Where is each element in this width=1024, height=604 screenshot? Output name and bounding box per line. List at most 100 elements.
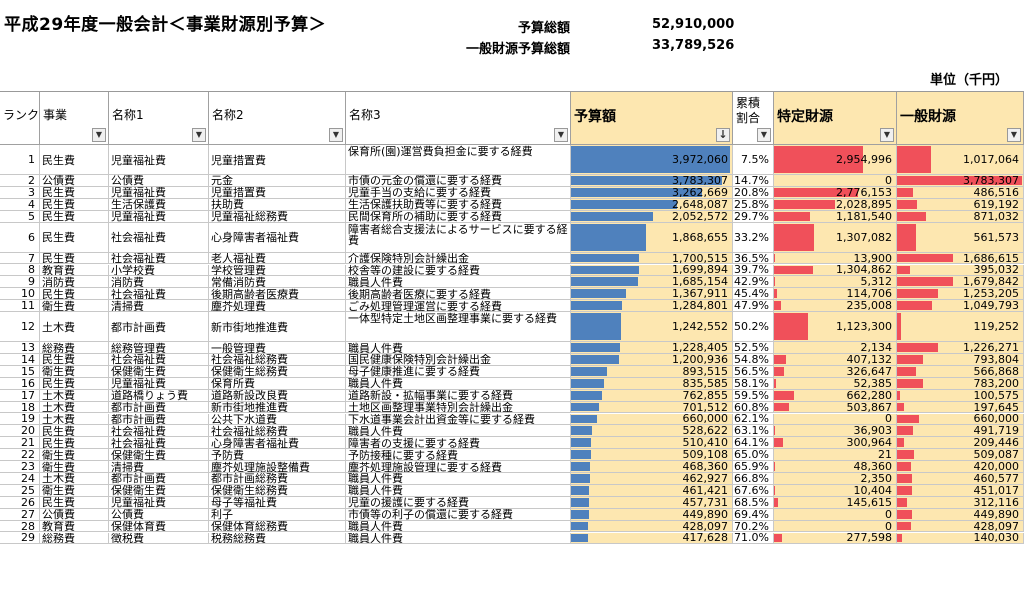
cell-name3[interactable]: 市債等の利子の償還に要する経費 (346, 508, 571, 521)
cell-general-fund[interactable]: 460,577 (897, 473, 1024, 485)
cell-name3[interactable]: 職員人件費 (346, 473, 571, 485)
cell-specific-fund[interactable]: 145,615 (774, 496, 897, 509)
cell-name2[interactable]: 児童措置費 (209, 145, 346, 175)
cell-name1[interactable]: 保健衛生費 (109, 484, 209, 497)
cell-general-fund[interactable]: 197,645 (897, 401, 1024, 414)
cell-name3[interactable]: 職員人件費 (346, 425, 571, 438)
cell-rank[interactable]: 12 (0, 312, 40, 343)
cell-rank[interactable]: 4 (0, 198, 40, 211)
cell-specific-fund[interactable]: 326,647 (774, 365, 897, 378)
cell-cumulative[interactable]: 71.0% (733, 532, 774, 545)
cell-general-fund[interactable]: 509,087 (897, 449, 1024, 462)
cell-general-fund[interactable]: 100,575 (897, 389, 1024, 402)
cell-budget[interactable]: 3,262,669 (571, 186, 733, 199)
cell-name3[interactable]: 職員人件費 (346, 532, 571, 545)
cell-general-fund[interactable]: 1,017,064 (897, 145, 1024, 175)
cell-name3[interactable]: 一体型特定土地区画整理事業に要する経費 (346, 312, 571, 343)
cell-budget[interactable]: 835,585 (571, 377, 733, 390)
cell-name1[interactable]: 公債費 (109, 175, 209, 187)
cell-general-fund[interactable]: 1,049,793 (897, 300, 1024, 313)
cell-general-fund[interactable]: 395,032 (897, 264, 1024, 277)
cell-category[interactable]: 土木費 (40, 312, 109, 343)
cell-budget[interactable]: 1,700,515 (571, 252, 733, 265)
cell-name1[interactable]: 児童福祉費 (109, 186, 209, 199)
cell-cumulative[interactable]: 36.5% (733, 252, 774, 265)
cell-specific-fund[interactable]: 0 (774, 175, 897, 187)
cell-name2[interactable]: 常備消防費 (209, 276, 346, 289)
cell-category[interactable]: 総務費 (40, 342, 109, 354)
cell-specific-fund[interactable]: 5,312 (774, 276, 897, 289)
filter-dropdown-icon[interactable]: ▼ (92, 128, 106, 142)
cell-name1[interactable]: 社会福祉費 (109, 288, 209, 301)
cell-budget[interactable]: 1,284,801 (571, 300, 733, 313)
cell-name2[interactable]: 一般管理費 (209, 342, 346, 354)
cell-budget[interactable]: 1,868,655 (571, 222, 733, 253)
cell-budget[interactable]: 510,410 (571, 437, 733, 450)
cell-name1[interactable]: 児童福祉費 (109, 496, 209, 509)
cell-rank[interactable]: 2 (0, 175, 40, 187)
cell-cumulative[interactable]: 54.8% (733, 354, 774, 366)
cell-name1[interactable]: 清掃費 (109, 461, 209, 473)
cell-name3[interactable]: 民間保育所の補助に要する経費 (346, 210, 571, 223)
cell-rank[interactable]: 25 (0, 484, 40, 497)
cell-category[interactable]: 公債費 (40, 175, 109, 187)
cell-rank[interactable]: 28 (0, 520, 40, 533)
cell-name3[interactable]: 土地区画整理事業特別会計繰出金 (346, 401, 571, 414)
cell-category[interactable]: 衛生費 (40, 484, 109, 497)
cell-category[interactable]: 民生費 (40, 186, 109, 199)
cell-rank[interactable]: 29 (0, 532, 40, 545)
cell-name1[interactable]: 保健衛生費 (109, 449, 209, 462)
cell-rank[interactable]: 13 (0, 342, 40, 354)
cell-cumulative[interactable]: 65.0% (733, 449, 774, 462)
cell-name2[interactable]: 心身障害者福祉費 (209, 222, 346, 253)
cell-rank[interactable]: 20 (0, 425, 40, 438)
cell-specific-fund[interactable]: 2,350 (774, 473, 897, 485)
cell-general-fund[interactable]: 1,679,842 (897, 276, 1024, 289)
cell-category[interactable]: 消防費 (40, 276, 109, 289)
cell-cumulative[interactable]: 47.9% (733, 300, 774, 313)
cell-name2[interactable]: 心身障害者福祉費 (209, 437, 346, 450)
cell-budget[interactable]: 762,855 (571, 389, 733, 402)
cell-specific-fund[interactable]: 662,280 (774, 389, 897, 402)
cell-category[interactable]: 土木費 (40, 413, 109, 426)
cell-cumulative[interactable]: 39.7% (733, 264, 774, 277)
cell-cumulative[interactable]: 33.2% (733, 222, 774, 253)
cell-category[interactable]: 民生費 (40, 377, 109, 390)
cell-name3[interactable]: 母子健康推進に要する経費 (346, 365, 571, 378)
cell-category[interactable]: 土木費 (40, 473, 109, 485)
cell-budget[interactable]: 3,783,307 (571, 175, 733, 187)
cell-specific-fund[interactable]: 300,964 (774, 437, 897, 450)
cell-name3[interactable]: 職員人件費 (346, 276, 571, 289)
cell-general-fund[interactable]: 871,032 (897, 210, 1024, 223)
cell-general-fund[interactable]: 486,516 (897, 186, 1024, 199)
cell-category[interactable]: 衛生費 (40, 300, 109, 313)
cell-rank[interactable]: 5 (0, 210, 40, 223)
cell-category[interactable]: 衛生費 (40, 365, 109, 378)
cell-specific-fund[interactable]: 10,404 (774, 484, 897, 497)
cell-general-fund[interactable]: 1,686,615 (897, 252, 1024, 265)
cell-name2[interactable]: 税務総務費 (209, 532, 346, 545)
cell-rank[interactable]: 24 (0, 473, 40, 485)
cell-budget[interactable]: 1,685,154 (571, 276, 733, 289)
cell-rank[interactable]: 26 (0, 496, 40, 509)
cell-budget[interactable]: 3,972,060 (571, 145, 733, 175)
header-name2[interactable]: 名称2 ▼ (209, 92, 346, 145)
cell-general-fund[interactable]: 140,030 (897, 532, 1024, 545)
cell-category[interactable]: 教育費 (40, 264, 109, 277)
header-specific-fund[interactable]: 特定財源 ▼ (774, 92, 897, 145)
cell-name3[interactable]: 塵芥処理施設管理に要する経費 (346, 461, 571, 473)
header-cumulative[interactable]: 累積割合 ▼ (733, 92, 774, 145)
cell-name1[interactable]: 徴税費 (109, 532, 209, 545)
cell-name2[interactable]: 老人福祉費 (209, 252, 346, 265)
cell-cumulative[interactable]: 69.4% (733, 508, 774, 521)
cell-name1[interactable]: 清掃費 (109, 300, 209, 313)
cell-budget[interactable]: 701,512 (571, 401, 733, 414)
cell-budget[interactable]: 509,108 (571, 449, 733, 462)
cell-budget[interactable]: 462,927 (571, 473, 733, 485)
cell-budget[interactable]: 457,731 (571, 496, 733, 509)
cell-name2[interactable]: 保健衛生総務費 (209, 365, 346, 378)
cell-general-fund[interactable]: 209,446 (897, 437, 1024, 450)
cell-general-fund[interactable]: 3,783,307 (897, 175, 1024, 187)
cell-rank[interactable]: 14 (0, 354, 40, 366)
cell-name3[interactable]: 障害者の支援に要する経費 (346, 437, 571, 450)
